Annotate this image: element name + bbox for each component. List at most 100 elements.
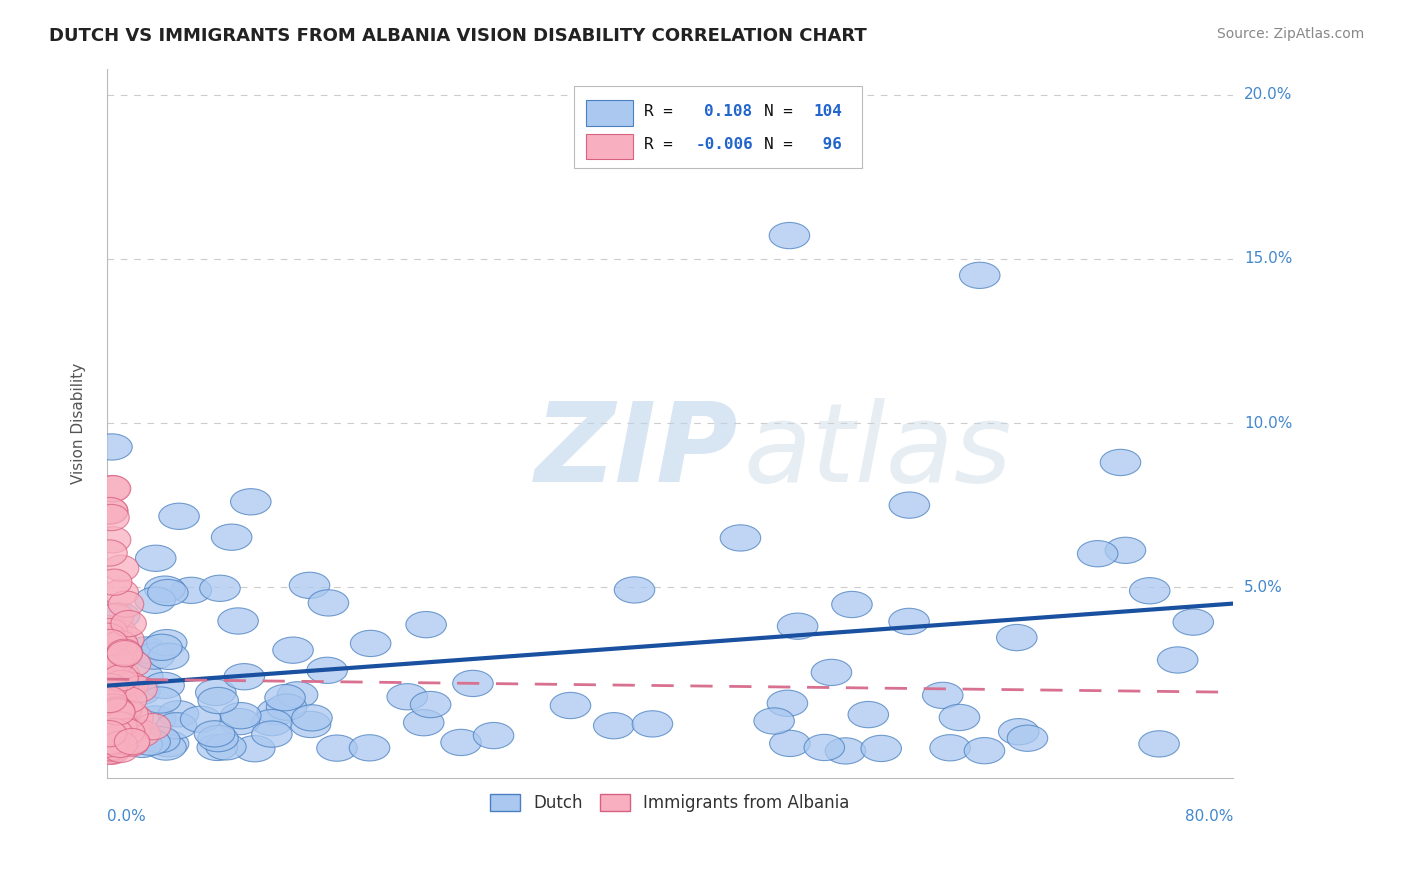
Ellipse shape bbox=[148, 731, 188, 757]
Ellipse shape bbox=[94, 735, 129, 761]
Ellipse shape bbox=[1105, 537, 1146, 564]
Ellipse shape bbox=[93, 734, 132, 761]
Ellipse shape bbox=[101, 723, 136, 748]
Ellipse shape bbox=[922, 682, 963, 708]
Ellipse shape bbox=[103, 736, 139, 763]
Ellipse shape bbox=[93, 693, 128, 720]
Ellipse shape bbox=[93, 498, 128, 524]
Ellipse shape bbox=[231, 489, 271, 515]
Ellipse shape bbox=[307, 657, 347, 683]
Ellipse shape bbox=[101, 706, 136, 731]
Ellipse shape bbox=[114, 730, 149, 756]
Ellipse shape bbox=[103, 555, 139, 582]
Y-axis label: Vision Disability: Vision Disability bbox=[72, 362, 86, 483]
Ellipse shape bbox=[90, 683, 127, 709]
Ellipse shape bbox=[266, 694, 307, 720]
Ellipse shape bbox=[135, 587, 176, 614]
Ellipse shape bbox=[1101, 450, 1140, 475]
Ellipse shape bbox=[103, 731, 138, 757]
Ellipse shape bbox=[997, 624, 1038, 650]
Ellipse shape bbox=[100, 698, 135, 725]
Ellipse shape bbox=[90, 731, 131, 757]
Ellipse shape bbox=[93, 665, 128, 691]
Ellipse shape bbox=[157, 700, 198, 727]
Ellipse shape bbox=[998, 719, 1039, 745]
Ellipse shape bbox=[804, 734, 845, 761]
Ellipse shape bbox=[135, 706, 176, 732]
Text: 80.0%: 80.0% bbox=[1185, 809, 1233, 824]
Ellipse shape bbox=[122, 676, 157, 702]
Ellipse shape bbox=[94, 475, 129, 502]
Ellipse shape bbox=[633, 711, 672, 737]
Ellipse shape bbox=[101, 712, 138, 738]
Ellipse shape bbox=[98, 698, 135, 725]
Ellipse shape bbox=[110, 719, 145, 745]
Ellipse shape bbox=[134, 643, 174, 669]
Ellipse shape bbox=[94, 698, 131, 724]
Ellipse shape bbox=[939, 705, 980, 731]
Ellipse shape bbox=[90, 715, 125, 741]
Ellipse shape bbox=[224, 664, 264, 690]
Ellipse shape bbox=[93, 678, 129, 705]
Ellipse shape bbox=[453, 670, 494, 697]
Ellipse shape bbox=[96, 694, 131, 720]
Text: 104: 104 bbox=[813, 103, 842, 119]
Ellipse shape bbox=[219, 708, 260, 735]
Ellipse shape bbox=[754, 708, 794, 734]
Ellipse shape bbox=[107, 640, 142, 665]
Ellipse shape bbox=[350, 631, 391, 657]
Ellipse shape bbox=[1007, 725, 1047, 751]
Ellipse shape bbox=[1173, 609, 1213, 635]
Ellipse shape bbox=[108, 591, 143, 617]
Text: 0.0%: 0.0% bbox=[107, 809, 146, 824]
Ellipse shape bbox=[194, 721, 235, 747]
Ellipse shape bbox=[1129, 578, 1170, 604]
Text: atlas: atlas bbox=[744, 398, 1012, 505]
Ellipse shape bbox=[143, 673, 184, 698]
Ellipse shape bbox=[550, 692, 591, 719]
Ellipse shape bbox=[720, 524, 761, 551]
Ellipse shape bbox=[889, 608, 929, 634]
Ellipse shape bbox=[1139, 731, 1180, 757]
Ellipse shape bbox=[100, 727, 136, 753]
Ellipse shape bbox=[277, 681, 318, 708]
Ellipse shape bbox=[93, 630, 128, 656]
Ellipse shape bbox=[94, 695, 129, 722]
Ellipse shape bbox=[825, 738, 866, 764]
Ellipse shape bbox=[98, 698, 134, 724]
Ellipse shape bbox=[235, 736, 276, 762]
Ellipse shape bbox=[769, 731, 810, 756]
Ellipse shape bbox=[125, 637, 166, 663]
Text: 0.108: 0.108 bbox=[704, 103, 752, 119]
Ellipse shape bbox=[98, 603, 134, 630]
Ellipse shape bbox=[93, 673, 128, 700]
Ellipse shape bbox=[965, 738, 1005, 764]
Ellipse shape bbox=[114, 718, 155, 744]
Ellipse shape bbox=[100, 725, 141, 751]
Ellipse shape bbox=[778, 613, 818, 640]
Ellipse shape bbox=[125, 721, 160, 747]
Ellipse shape bbox=[90, 734, 127, 760]
Ellipse shape bbox=[91, 615, 127, 642]
Ellipse shape bbox=[141, 687, 181, 714]
Ellipse shape bbox=[115, 650, 150, 677]
Ellipse shape bbox=[159, 503, 200, 530]
Ellipse shape bbox=[195, 680, 236, 706]
Ellipse shape bbox=[100, 685, 136, 712]
Ellipse shape bbox=[93, 735, 128, 761]
Ellipse shape bbox=[96, 526, 131, 553]
Ellipse shape bbox=[172, 577, 211, 604]
Ellipse shape bbox=[89, 685, 129, 711]
Ellipse shape bbox=[149, 643, 188, 670]
Ellipse shape bbox=[316, 735, 357, 761]
Ellipse shape bbox=[832, 591, 872, 617]
Ellipse shape bbox=[593, 713, 634, 739]
Ellipse shape bbox=[105, 708, 141, 734]
Ellipse shape bbox=[91, 738, 127, 764]
Ellipse shape bbox=[107, 640, 142, 667]
Ellipse shape bbox=[93, 702, 128, 728]
Ellipse shape bbox=[98, 698, 135, 723]
Ellipse shape bbox=[94, 709, 134, 736]
Ellipse shape bbox=[97, 569, 132, 595]
Ellipse shape bbox=[111, 610, 146, 637]
